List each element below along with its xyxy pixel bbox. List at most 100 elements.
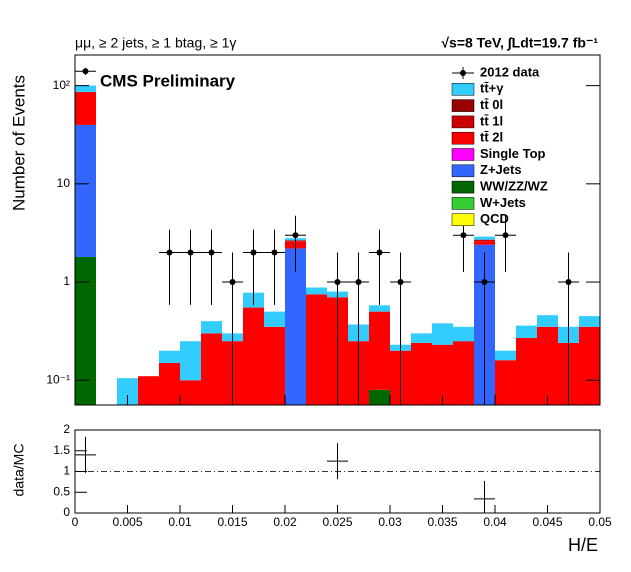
x-tick-label: 0 — [72, 515, 79, 529]
bar-segment — [75, 124, 96, 257]
bar-segment — [432, 323, 453, 345]
bar-segment — [495, 350, 516, 361]
data-point — [355, 279, 362, 286]
x-tick-label: 0.005 — [112, 515, 142, 529]
bar-segment — [75, 91, 96, 93]
x-tick-label: 0.035 — [427, 515, 457, 529]
bar-segment — [453, 326, 474, 342]
data-point — [187, 249, 194, 256]
bar-segment — [579, 316, 600, 327]
bar-segment — [369, 305, 390, 312]
data-point — [229, 279, 236, 286]
x-tick-label: 0.02 — [273, 515, 297, 529]
bar-segment — [159, 362, 180, 405]
legend-swatch — [451, 148, 475, 161]
data-point — [166, 249, 173, 256]
bar-segment — [516, 325, 537, 338]
bar-segment — [516, 337, 537, 405]
bar-segment — [474, 239, 495, 242]
bar-segment — [75, 92, 96, 125]
bar-segment — [306, 287, 327, 295]
legend-label: Z+Jets — [480, 162, 522, 177]
x-tick-label: 0.015 — [217, 515, 247, 529]
data-point — [502, 232, 509, 239]
y-tick-label: 10² — [53, 78, 70, 92]
chart-subtitle: √s=8 TeV, ∫Ldt=19.7 fb⁻¹ — [441, 35, 598, 52]
data-point — [250, 249, 257, 256]
legend-label: QCD — [480, 211, 509, 226]
data-point — [565, 279, 572, 286]
legend-swatch — [451, 115, 475, 129]
bar-segment — [180, 341, 201, 381]
annotation: CMS Preliminary — [100, 71, 236, 90]
y-tick-label: 0 — [63, 505, 70, 519]
legend-swatch — [451, 131, 475, 145]
bar-segment — [264, 326, 285, 405]
data-point — [292, 232, 299, 239]
x-tick-label: 0.045 — [532, 515, 562, 529]
legend-swatch — [451, 164, 475, 178]
legend-swatch — [451, 213, 475, 226]
data-point — [481, 279, 488, 286]
chart-title: μμ, ≥ 2 jets, ≥ 1 btag, ≥ 1γ — [75, 35, 236, 51]
legend-label: 2012 data — [480, 64, 540, 79]
legend-label: tt̄ 2l — [480, 130, 503, 145]
y-tick-label: 2 — [63, 422, 70, 436]
bar-segment — [411, 342, 432, 405]
bar-segment — [453, 341, 474, 405]
y-tick-label: 10⁻¹ — [46, 372, 70, 386]
bar-segment — [537, 315, 558, 327]
bar-segment — [474, 236, 495, 240]
legend-swatch — [451, 180, 475, 194]
x-tick-label: 0.03 — [378, 515, 402, 529]
bar-segment — [243, 307, 264, 405]
bar-segment — [159, 350, 180, 363]
legend-marker — [460, 70, 466, 76]
y-tick-label: 1.5 — [53, 443, 70, 457]
data-point — [460, 232, 467, 239]
legend-label: tt̄+γ — [480, 81, 504, 96]
bar-segment — [201, 321, 222, 334]
bar-segment — [180, 380, 201, 405]
data-point — [376, 249, 383, 256]
legend-swatch — [451, 197, 475, 210]
y-tick-label: 0.5 — [53, 484, 70, 498]
data-point — [271, 249, 278, 256]
bar-segment — [495, 360, 516, 405]
bar-segment — [432, 344, 453, 405]
legend-label: Single Top — [480, 146, 546, 161]
y-axis-label: data/MC — [11, 444, 27, 497]
bar-segment — [579, 326, 600, 405]
legend-label: WW/ZZ/WZ — [480, 179, 548, 194]
bar-segment — [75, 256, 96, 405]
y-tick-label: 1 — [63, 464, 70, 478]
data-point — [208, 249, 215, 256]
x-tick-label: 0.01 — [168, 515, 192, 529]
bar-segment — [138, 376, 159, 405]
bar-segment — [264, 311, 285, 327]
x-axis-label: H/E — [568, 535, 598, 555]
bar-segment — [537, 326, 558, 405]
y-tick-label: 10 — [57, 176, 71, 190]
bar-segment — [117, 378, 138, 405]
legend-label: tt̄ 1l — [480, 113, 503, 128]
legend-label: tt̄ 0l — [480, 97, 503, 112]
y-tick-label: 1 — [63, 274, 70, 288]
legend-label: W+Jets — [480, 195, 526, 210]
bar-segment — [369, 311, 390, 390]
bar-segment — [306, 294, 327, 405]
y-axis-label: Number of Events — [9, 75, 28, 211]
bar-segment — [75, 85, 96, 92]
x-tick-label: 0.04 — [483, 515, 507, 529]
data-point — [82, 68, 89, 75]
bar-segment — [474, 241, 495, 245]
bar-segment — [411, 333, 432, 343]
x-tick-label: 0.025 — [322, 515, 352, 529]
data-point — [397, 279, 404, 286]
legend-swatch — [451, 83, 475, 96]
bar-segment — [201, 333, 222, 405]
data-point — [334, 279, 341, 286]
bar-segment — [369, 389, 390, 405]
